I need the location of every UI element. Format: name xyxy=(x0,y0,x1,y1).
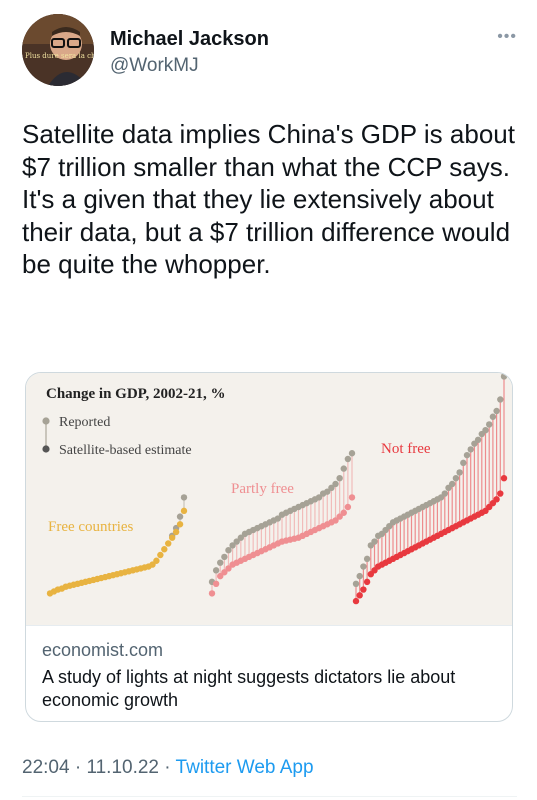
reported-point xyxy=(363,555,371,563)
reported-point xyxy=(237,534,245,541)
reported-point xyxy=(340,465,347,472)
avatar-image: Plus dure sera la chute xyxy=(22,14,94,86)
reported-point xyxy=(441,490,448,497)
satellite-point xyxy=(165,540,172,547)
reported-point xyxy=(336,475,343,482)
reported-point xyxy=(344,455,352,463)
satellite-point xyxy=(497,490,504,497)
user-handle[interactable]: @WorkMJ xyxy=(110,55,199,76)
legend-satellite-dot xyxy=(42,445,50,453)
card-title: A study of lights at night suggests dict… xyxy=(42,667,456,710)
satellite-point xyxy=(352,597,360,605)
reported-point xyxy=(212,567,220,574)
satellite-point xyxy=(157,551,164,559)
reported-point xyxy=(489,413,497,420)
reported-point xyxy=(332,480,339,488)
satellite-point xyxy=(221,569,228,576)
card-info: economist.com A study of lights at night… xyxy=(26,625,512,721)
tweet-time[interactable]: 22:04 xyxy=(22,757,70,778)
link-card[interactable]: Change in GDP, 2002-21, % Reported Satel… xyxy=(25,372,513,722)
satellite-point xyxy=(149,561,156,568)
satellite-point xyxy=(168,534,176,541)
reported-point xyxy=(493,407,500,415)
tweet-source[interactable]: Twitter Web App xyxy=(175,757,314,778)
satellite-point xyxy=(212,580,220,587)
satellite-point xyxy=(225,565,232,572)
reported-point xyxy=(452,475,460,482)
satellite-point xyxy=(172,528,180,536)
reported-point xyxy=(176,513,184,520)
satellite-point xyxy=(493,496,500,503)
reported-point xyxy=(274,515,282,522)
reported-point xyxy=(180,494,188,501)
card-domain: economist.com xyxy=(42,640,164,660)
reported-point xyxy=(486,421,493,428)
satellite-point xyxy=(217,572,224,580)
reported-point xyxy=(356,572,363,580)
satellite-point xyxy=(176,521,184,528)
tweet-date[interactable]: 11.10.22 xyxy=(86,757,159,778)
reported-point xyxy=(221,553,228,561)
satellite-point xyxy=(180,507,188,515)
reported-point xyxy=(449,480,456,488)
satellite-point xyxy=(208,590,216,597)
satellite-point xyxy=(500,475,508,482)
reported-point xyxy=(315,494,323,501)
legend-reported-dot xyxy=(42,417,50,425)
satellite-point xyxy=(336,513,343,520)
legend-satellite-label: Satellite-based estimate xyxy=(59,443,192,458)
user-name[interactable]: Michael Jackson xyxy=(110,28,269,50)
reported-point xyxy=(482,427,489,434)
reported-point xyxy=(460,459,467,467)
reported-point xyxy=(371,538,378,545)
meta-separator-2: · xyxy=(159,757,176,778)
reported-point xyxy=(233,538,240,545)
satellite-point xyxy=(332,517,339,524)
reported-point xyxy=(225,547,232,554)
group-label-partly-free: Partly free xyxy=(231,481,294,497)
satellite-point xyxy=(340,509,347,516)
reported-point xyxy=(352,580,360,587)
satellite-point xyxy=(363,578,371,586)
more-horizontal-icon[interactable]: ••• xyxy=(497,28,517,45)
divider xyxy=(22,796,517,797)
reported-point xyxy=(324,488,331,495)
tweet-header: Plus dure sera la chute Michael Jackson … xyxy=(22,14,517,88)
reported-point xyxy=(463,451,471,459)
reported-point xyxy=(217,559,224,566)
satellite-point xyxy=(344,503,352,511)
meta-separator: · xyxy=(69,757,87,778)
avatar-caption: Plus dure sera la chute xyxy=(25,52,94,60)
chart-title: Change in GDP, 2002-21, % xyxy=(46,386,225,402)
group-label-not-free: Not free xyxy=(381,441,431,457)
satellite-point xyxy=(153,557,160,564)
reported-point xyxy=(497,396,504,403)
satellite-point xyxy=(348,494,356,501)
reported-point xyxy=(500,373,508,380)
reported-point xyxy=(360,563,367,570)
satellite-point xyxy=(356,592,363,599)
satellite-point xyxy=(161,546,168,553)
reported-point xyxy=(456,469,463,476)
avatar[interactable]: Plus dure sera la chute xyxy=(22,14,94,86)
group-label-free: Free countries xyxy=(48,519,134,535)
chart-marks xyxy=(46,373,508,605)
tweet-text: Satellite data implies China's GDP is ab… xyxy=(22,119,515,279)
legend-reported-label: Reported xyxy=(59,415,110,430)
satellite-point xyxy=(360,586,367,593)
tweet-meta: 22:04 · 11.10.22 · Twitter Web App xyxy=(22,757,314,779)
card-image: Change in GDP, 2002-21, % Reported Satel… xyxy=(26,373,512,625)
reported-point xyxy=(474,436,482,443)
reported-point xyxy=(229,542,236,549)
reported-point xyxy=(467,446,474,453)
reported-point xyxy=(348,450,356,457)
reported-point xyxy=(328,484,335,491)
gdp-chart: Change in GDP, 2002-21, % Reported Satel… xyxy=(42,373,508,605)
